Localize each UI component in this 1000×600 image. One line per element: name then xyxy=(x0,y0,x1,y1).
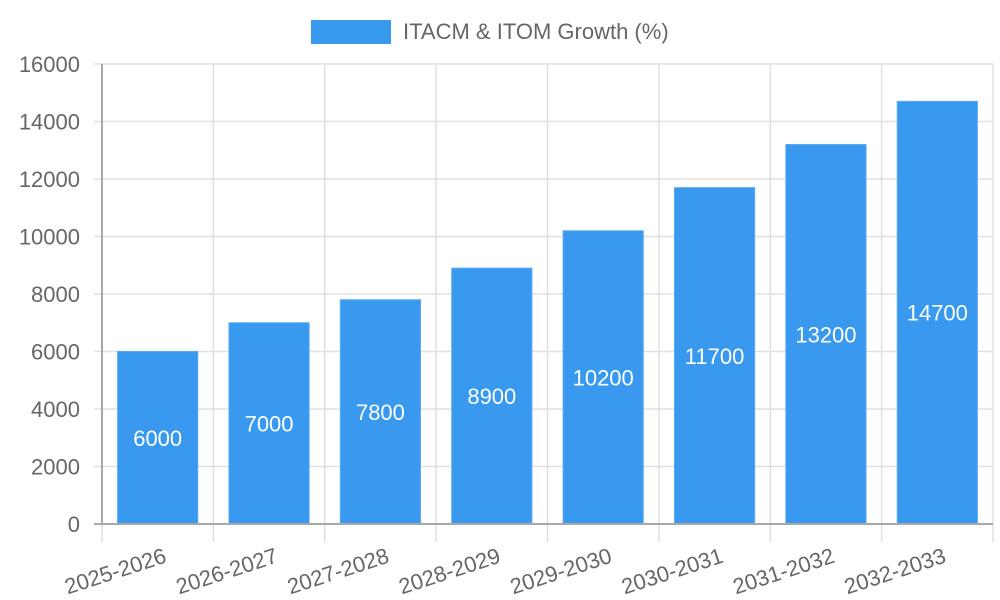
bar[interactable] xyxy=(228,322,310,525)
x-tick-label: 2032-2033 xyxy=(841,543,949,599)
x-tick-label: 2027-2028 xyxy=(284,543,392,599)
y-tick-label: 4000 xyxy=(31,397,80,422)
y-tick-label: 8000 xyxy=(31,282,80,307)
y-tick-label: 2000 xyxy=(31,455,80,480)
y-tick-label: 16000 xyxy=(19,52,80,77)
x-tick-label: 2030-2031 xyxy=(618,543,726,599)
bar-value-label: 7800 xyxy=(356,400,405,425)
bar[interactable] xyxy=(117,351,199,525)
bars xyxy=(117,100,978,525)
bar[interactable] xyxy=(339,299,422,525)
x-tick-label: 2026-2027 xyxy=(173,543,281,599)
y-tick-label: 6000 xyxy=(31,340,80,365)
y-tick-label: 12000 xyxy=(19,167,80,192)
bar-value-label: 8900 xyxy=(467,384,516,409)
chart-legend[interactable]: ITACM & ITOM Growth (%) xyxy=(311,19,669,45)
y-tick-label: 0 xyxy=(68,512,80,537)
bar-value-label: 14700 xyxy=(907,301,968,326)
legend-label: ITACM & ITOM Growth (%) xyxy=(403,19,669,44)
y-tick-label: 14000 xyxy=(19,110,80,135)
bar[interactable] xyxy=(896,100,978,525)
bar[interactable] xyxy=(785,144,867,525)
bar-value-label: 13200 xyxy=(795,322,856,347)
bar[interactable] xyxy=(562,230,644,525)
bar[interactable] xyxy=(673,187,756,525)
x-tick-label: 2031-2032 xyxy=(730,543,838,599)
bar-value-label: 10200 xyxy=(573,365,634,390)
axes xyxy=(94,64,993,525)
x-tick-label: 2028-2029 xyxy=(396,543,504,599)
bar[interactable] xyxy=(451,267,533,525)
bar-value-label: 7000 xyxy=(245,411,294,436)
bar-value-label: 11700 xyxy=(685,344,745,369)
bar-value-label: 6000 xyxy=(133,426,182,451)
x-tick-label: 2025-2026 xyxy=(61,543,169,599)
x-tick-label: 2029-2030 xyxy=(507,543,615,599)
legend-swatch xyxy=(311,20,391,44)
y-tick-label: 10000 xyxy=(19,225,80,250)
